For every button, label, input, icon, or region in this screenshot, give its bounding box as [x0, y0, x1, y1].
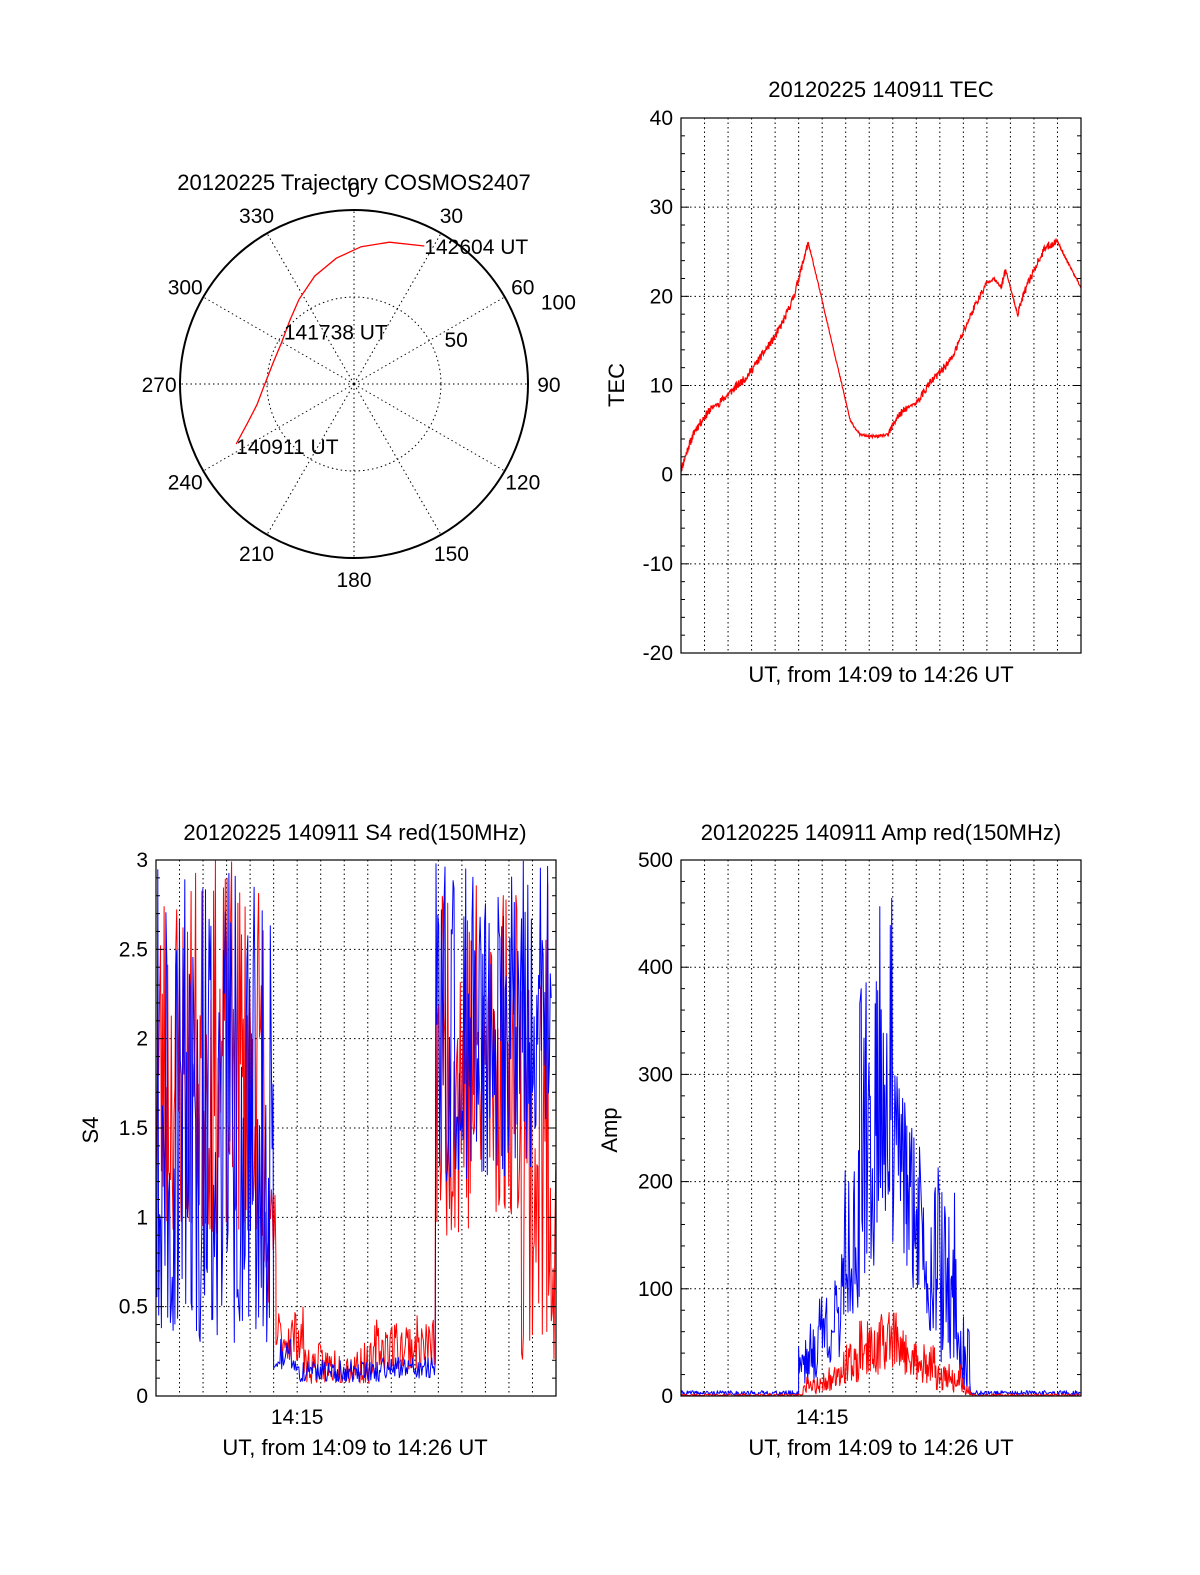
trajectory-angle-label: 150	[434, 543, 469, 566]
tec-grid	[681, 118, 1081, 653]
tec-ytick-label: 40	[650, 107, 673, 130]
trajectory-angle-labels: 0 30 60 90 120 150 180 210 240 270 300 330	[142, 179, 561, 592]
s4-panel: 20120225 140911 S4 red(150MHz) UT, from …	[78, 820, 557, 1460]
tec-series	[680, 238, 1082, 473]
s4-series-blue-trace	[155, 860, 552, 1383]
tec-title: 20120225 140911 TEC	[768, 77, 994, 102]
trajectory-angle-label: 120	[505, 471, 540, 494]
tec-ytick-label: 30	[650, 196, 673, 219]
tec-ytick-label: 20	[650, 285, 673, 308]
trajectory-angle-label: 270	[142, 374, 177, 397]
amp-ytick-label: 300	[638, 1063, 673, 1086]
s4-ytick-label: 3	[136, 849, 148, 872]
trajectory-annotations: 140911 UT 141738 UT 142604 UT	[236, 236, 528, 459]
s4-ytick-label: 0.5	[119, 1296, 148, 1319]
s4-ytick-label: 2.5	[119, 938, 148, 961]
tec-ytick-label: -20	[643, 642, 673, 665]
trajectory-grid	[179, 209, 529, 559]
s4-plot-frame	[155, 859, 557, 1397]
amp-series	[680, 897, 1081, 1397]
amp-grid	[681, 860, 1081, 1396]
trajectory-spoke-210	[266, 383, 355, 535]
trajectory-title: 20120225 Trajectory COSMOS2407	[177, 170, 530, 195]
trajectory-spoke-330	[266, 233, 355, 385]
amp-panel: 20120225 140911 Amp red(150MHz) UT, from…	[597, 820, 1082, 1460]
trajectory-angle-label: 30	[440, 205, 463, 228]
tec-plot-frame	[680, 117, 1082, 654]
trajectory-time-annotation: 140911 UT	[236, 436, 339, 459]
tec-panel: 20120225 140911 TEC UT, from 14:09 to 14…	[604, 77, 1082, 687]
trajectory-radius-label: 100	[541, 292, 576, 315]
s4-title: 20120225 140911 S4 red(150MHz)	[183, 820, 526, 845]
amp-ytick-label: 0	[661, 1385, 673, 1408]
trajectory-radius-labels: 50 100	[445, 292, 576, 352]
s4-series	[155, 860, 557, 1384]
trajectory-angle-label: 90	[537, 374, 560, 397]
trajectory-angle-label: 300	[168, 277, 203, 300]
amp-ytick-label: 500	[638, 849, 673, 872]
trajectory-track-line	[235, 241, 425, 445]
s4-xtick-label: 14:15	[271, 1406, 324, 1429]
tec-ytick-label: -10	[643, 553, 673, 576]
amp-series-blue-trace	[680, 897, 1081, 1396]
amp-plot-frame	[680, 859, 1082, 1397]
amp-xtick-label: 14:15	[796, 1406, 849, 1429]
trajectory-angle-label: 180	[336, 569, 371, 592]
tec-x-axis-label: UT, from 14:09 to 14:26 UT	[748, 662, 1013, 687]
tec-series-red-line	[680, 238, 1082, 473]
amp-y-axis-label: Amp	[597, 1107, 622, 1152]
trajectory-time-annotation: 142604 UT	[424, 236, 528, 259]
amp-ytick-label: 200	[638, 1171, 673, 1194]
trajectory-spoke-240	[203, 383, 355, 472]
trajectory-ring-50	[266, 296, 442, 472]
trajectory-spoke-300	[203, 296, 355, 385]
s4-ytick-label: 2	[136, 1028, 148, 1051]
trajectory-angle-label: 240	[168, 471, 203, 494]
tec-ytick-label: 10	[650, 375, 673, 398]
trajectory-angle-label: 60	[511, 277, 534, 300]
trajectory-radius-label: 50	[445, 329, 468, 352]
s4-axes: 0 0.5 1 1.5 2 2.5 3 14:15	[119, 849, 557, 1429]
s4-ytick-label: 0	[136, 1385, 148, 1408]
s4-ytick-label: 1	[136, 1206, 148, 1229]
s4-x-axis-label: UT, from 14:09 to 14:26 UT	[222, 1435, 487, 1460]
tec-ytick-label: 0	[661, 464, 673, 487]
amp-ytick-label: 100	[638, 1278, 673, 1301]
tec-y-axis-label: TEC	[604, 363, 629, 407]
trajectory-time-annotation: 141738 UT	[284, 321, 388, 344]
trajectory-angle-label: 210	[239, 543, 274, 566]
amp-ytick-label: 400	[638, 956, 673, 979]
s4-ytick-label: 1.5	[119, 1117, 148, 1140]
amp-series-red-trace	[680, 1312, 1081, 1397]
s4-y-axis-label: S4	[78, 1117, 103, 1144]
trajectory-panel: 20120225 Trajectory COSMOS2407 0 30 60 90 12…	[142, 170, 576, 592]
trajectory-outer-circle	[179, 209, 529, 559]
trajectory-angle-label: 0	[348, 179, 360, 202]
tec-axes: -20 -10 0 10 20 30 40	[643, 107, 1082, 665]
amp-x-axis-label: UT, from 14:09 to 14:26 UT	[748, 1435, 1013, 1460]
trajectory-track	[235, 241, 425, 445]
trajectory-angle-label: 330	[239, 205, 274, 228]
amp-axes: 0 100 200 300 400 500 14:15	[638, 849, 1082, 1429]
amp-title: 20120225 140911 Amp red(150MHz)	[701, 820, 1061, 845]
